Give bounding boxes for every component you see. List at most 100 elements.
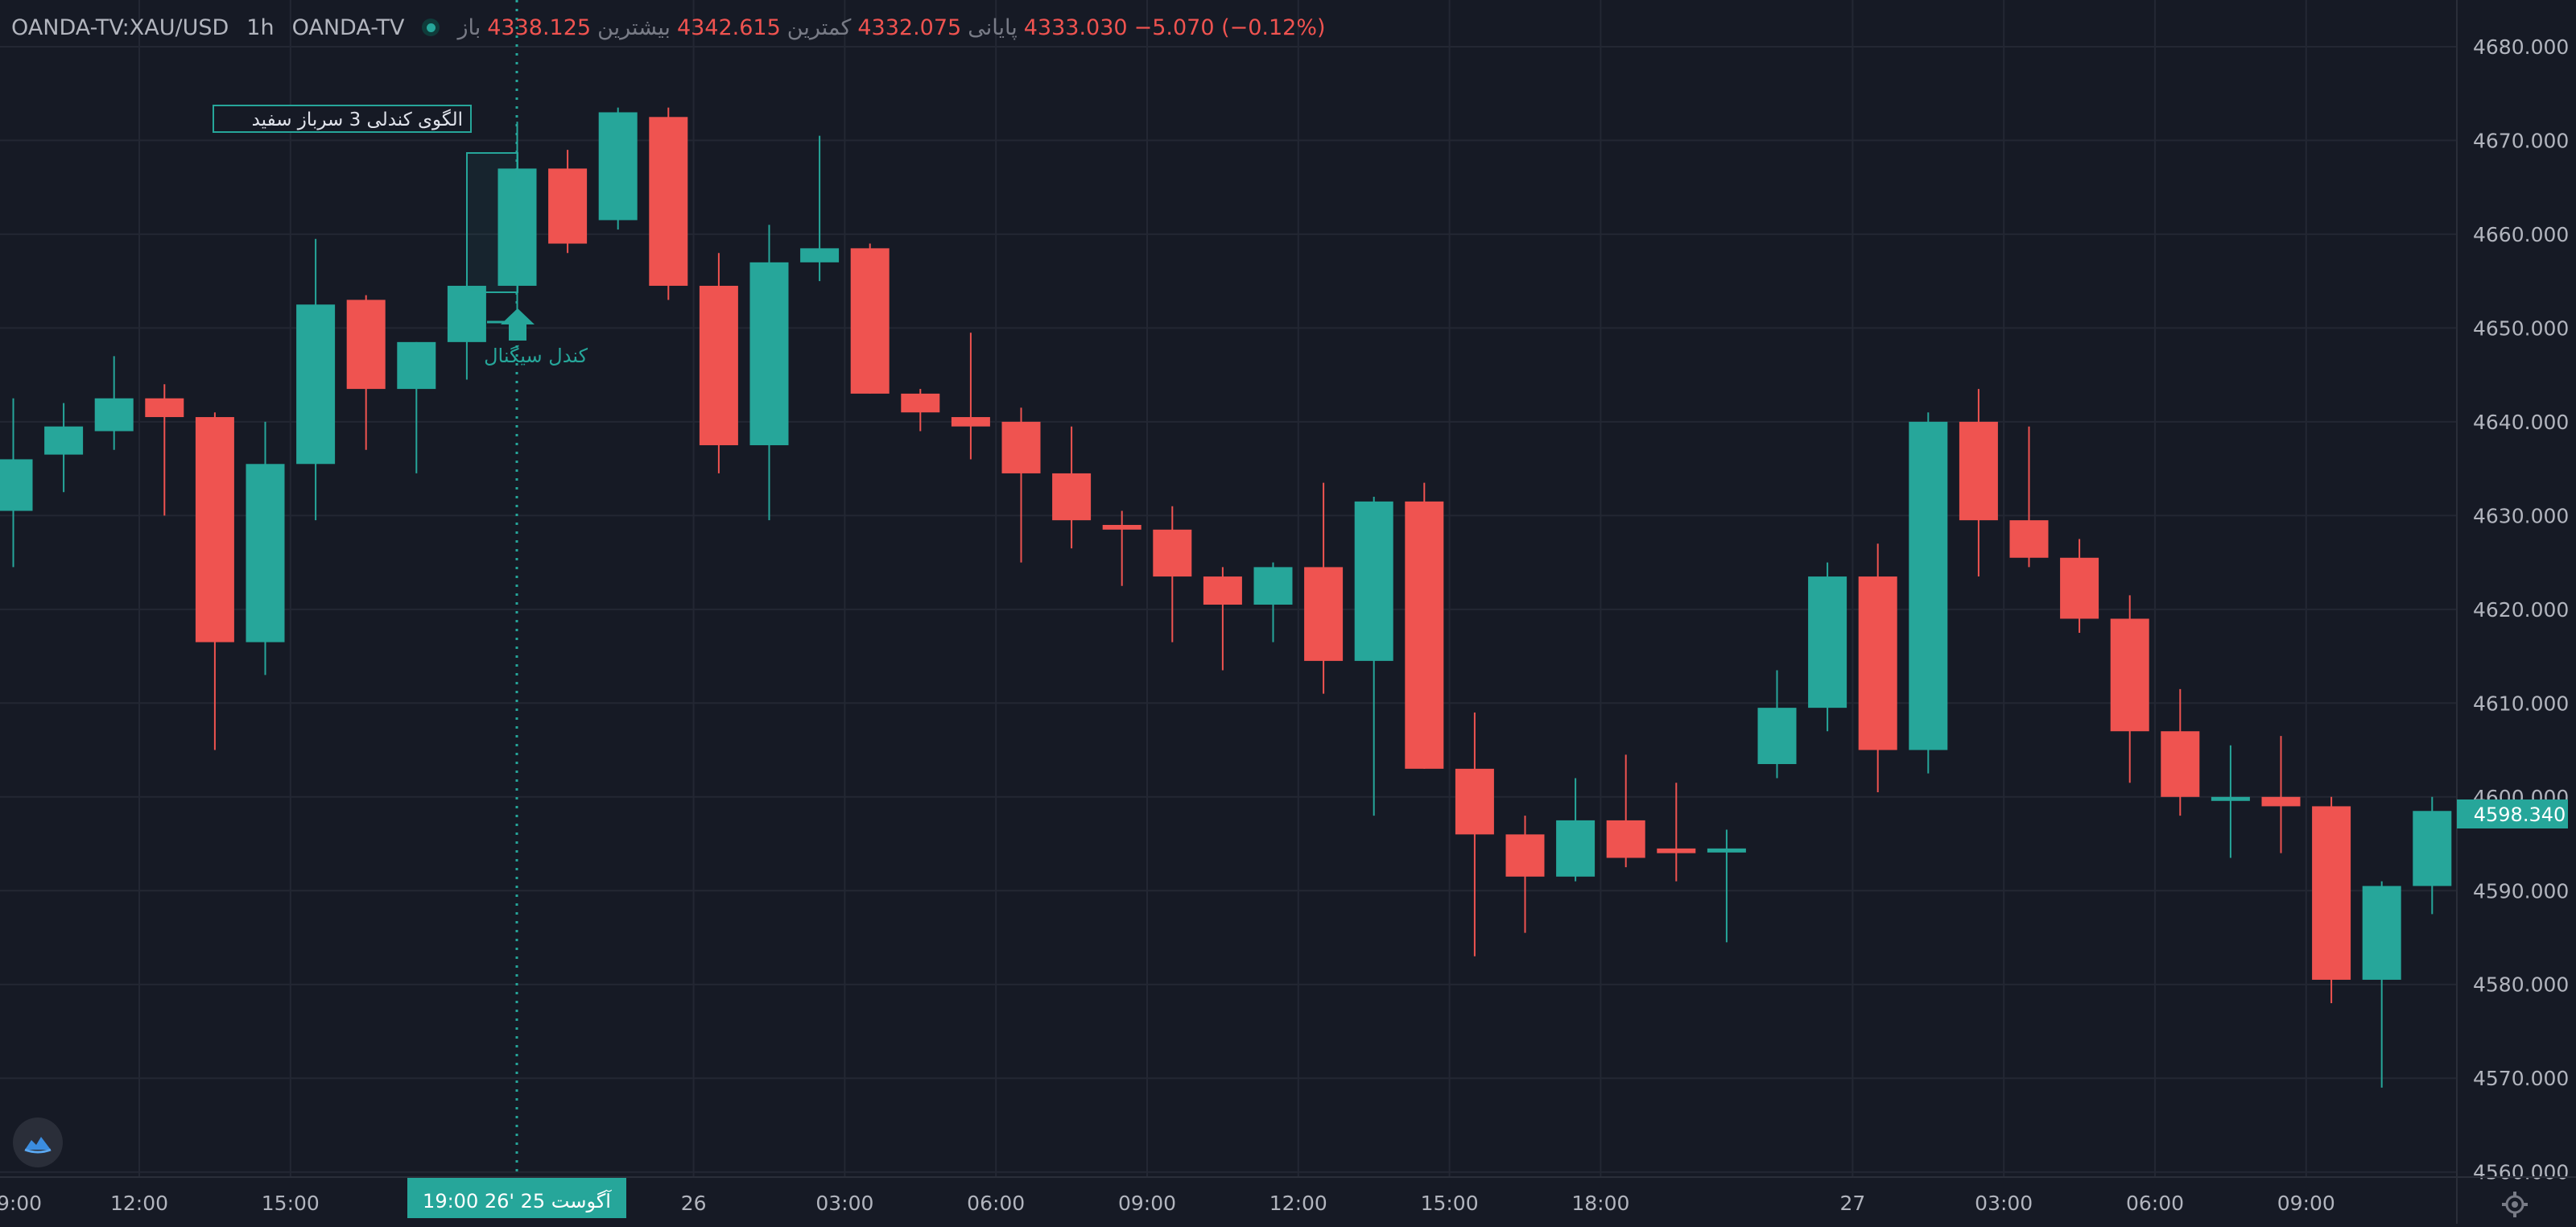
candle-body xyxy=(1707,848,1746,853)
candle xyxy=(2060,539,2099,633)
candle xyxy=(447,281,486,380)
candle-body xyxy=(2413,811,2452,886)
candle-body xyxy=(1959,421,1998,521)
candle-body xyxy=(2261,796,2301,807)
candle-body xyxy=(447,285,486,342)
x-tick-label: 26 xyxy=(681,1192,707,1215)
symbol-label[interactable]: OANDA-TV:XAU/USD xyxy=(11,14,229,40)
candle-body xyxy=(1455,768,1494,835)
y-tick-label: 4580.000 xyxy=(2473,973,2569,997)
candle xyxy=(1153,506,1192,642)
pattern-label: الگوی کندلی 3 سرباز سفید xyxy=(252,109,463,130)
high-label: بیشترین xyxy=(597,14,671,40)
candle-body xyxy=(195,417,234,642)
y-tick-label: 4630.000 xyxy=(2473,504,2569,527)
x-tick-label: 06:00 xyxy=(2126,1192,2184,1215)
candle xyxy=(296,238,336,521)
candle xyxy=(195,412,234,750)
x-tick-label: 27 xyxy=(1839,1192,1865,1215)
candle-body xyxy=(850,248,890,394)
candle-body xyxy=(1304,567,1344,661)
candle xyxy=(94,356,134,450)
x-tick-label: 15:00 xyxy=(1421,1192,1479,1215)
candle-body xyxy=(1858,576,1897,750)
status-dot-icon xyxy=(422,19,440,36)
signal-arrow-icon xyxy=(501,308,535,341)
y-tick-label: 4640.000 xyxy=(2473,411,2569,434)
candle-body xyxy=(1808,576,1847,709)
candle-body xyxy=(1556,820,1596,877)
candle-body xyxy=(1102,524,1141,530)
candle-body xyxy=(1757,708,1797,765)
candle xyxy=(901,389,940,432)
candle xyxy=(145,384,184,516)
candle-body xyxy=(145,398,184,418)
x-tick-label: 09:00 xyxy=(2277,1192,2335,1215)
x-tick-label: 06:00 xyxy=(967,1192,1025,1215)
timeframe-label[interactable]: 1h xyxy=(246,14,275,40)
candle xyxy=(44,403,84,493)
candle xyxy=(2009,426,2049,568)
candle-body xyxy=(1909,421,1948,750)
candle-body xyxy=(951,417,990,427)
candle-body xyxy=(901,393,940,413)
candle xyxy=(699,253,738,473)
candle-body xyxy=(699,285,738,445)
legend-header[interactable]: OANDA-TV:XAU/USD 1h OANDA-TV باز 4338.12… xyxy=(11,11,1326,43)
candle xyxy=(1606,754,1645,868)
candle xyxy=(2362,881,2401,1088)
candle-body xyxy=(0,459,33,511)
current-price-label: 4598.340 xyxy=(2457,799,2568,828)
annotations[interactable]: الگوی کندلی 3 سرباز سفید کندل سیگنال xyxy=(213,0,588,1177)
candle xyxy=(1657,783,1696,882)
candle xyxy=(2312,796,2351,1004)
candle-body xyxy=(598,112,638,221)
candle-body xyxy=(800,248,840,262)
candle xyxy=(1505,816,1545,933)
candle-body xyxy=(2362,886,2401,980)
y-tick-label: 4680.000 xyxy=(2473,35,2569,59)
candle xyxy=(649,107,688,300)
y-tick-label: 4590.000 xyxy=(2473,879,2569,903)
candle-body xyxy=(1203,576,1242,605)
x-tick-label: 18:00 xyxy=(1571,1192,1629,1215)
candle xyxy=(1858,543,1897,792)
high-value: 4342.615 xyxy=(676,14,781,40)
pattern-highlight-box[interactable] xyxy=(466,152,518,293)
candle-body xyxy=(1657,848,1696,853)
candle xyxy=(346,295,386,450)
candle-body xyxy=(1606,820,1645,858)
candle-body xyxy=(749,262,789,445)
candle xyxy=(548,150,588,254)
candle xyxy=(0,398,33,568)
gear-icon[interactable] xyxy=(2499,1188,2531,1221)
candle xyxy=(1102,510,1141,586)
candle-body xyxy=(1505,834,1545,877)
candle xyxy=(397,341,436,473)
ohlc-values: باز 4338.125 بیشترین 4342.615 کمترین 433… xyxy=(457,15,1325,40)
candle-body xyxy=(2060,557,2099,619)
cloud-logo-icon[interactable] xyxy=(13,1118,63,1167)
candle-body xyxy=(397,341,436,390)
candle-body xyxy=(246,464,285,642)
pattern-label-box[interactable] xyxy=(213,105,472,133)
x-tick-label: 15:00 xyxy=(262,1192,320,1215)
candle-body xyxy=(346,300,386,390)
y-tick-label: 4620.000 xyxy=(2473,598,2569,622)
y-tick-label: 4670.000 xyxy=(2473,129,2569,152)
x-tick-label: 03:00 xyxy=(1975,1192,2033,1215)
candle-body xyxy=(2211,796,2250,801)
candle xyxy=(1253,562,1293,642)
candle xyxy=(1808,562,1847,732)
close-label: پایانی xyxy=(968,14,1018,40)
candle-body xyxy=(2161,731,2200,797)
candle xyxy=(1455,712,1494,956)
source-label[interactable]: OANDA-TV xyxy=(291,14,405,40)
candle xyxy=(1707,829,1746,943)
candles xyxy=(0,107,2452,1088)
candle-body xyxy=(1405,501,1444,769)
crosshair-time-text: 19:00 26' آگوست 25 xyxy=(423,1189,612,1213)
